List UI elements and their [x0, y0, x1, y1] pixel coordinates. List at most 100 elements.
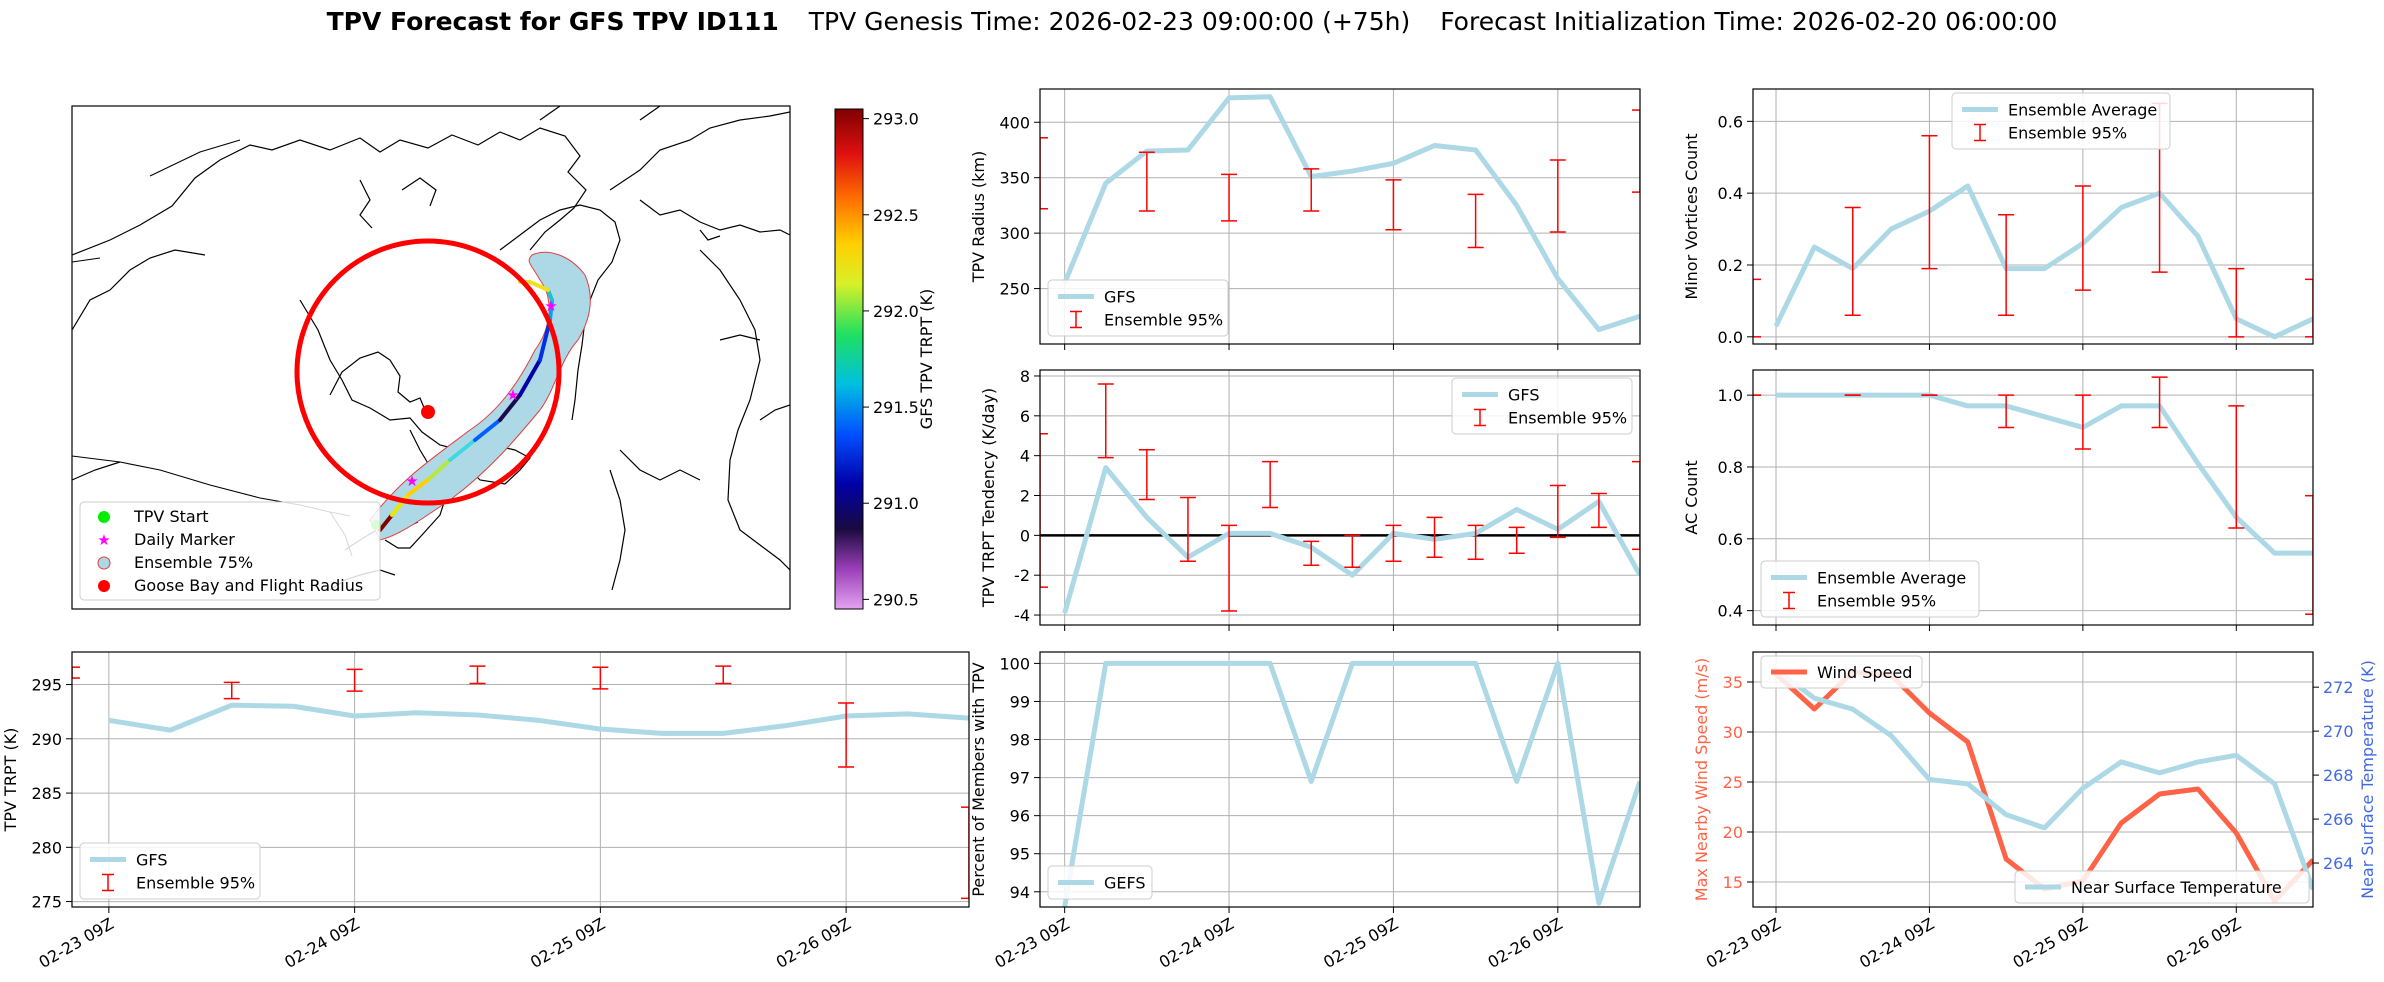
y-right-tick-label: 264 [2323, 854, 2354, 873]
legend-label: Ensemble 95% [1817, 592, 1936, 611]
error-bar [1221, 173, 1238, 222]
map-frame [71, 105, 791, 610]
y-tick-label: 99 [1010, 692, 1030, 711]
y-tick-label: -4 [1014, 606, 1030, 625]
legend-daily-marker: Daily Marker [134, 530, 235, 549]
legend-label: Ensemble 95% [136, 874, 255, 893]
legend-label: GFS [136, 851, 167, 870]
legend-label: Ensemble 95% [1104, 311, 1223, 330]
axes-frame [1752, 369, 2314, 626]
error-bar [1753, 278, 1761, 338]
y-tick-label: 98 [1010, 731, 1030, 750]
error-bar [1549, 484, 1566, 539]
error-bar [1097, 383, 1114, 459]
y-tick-label: 295 [31, 676, 62, 695]
legend: GFS Ensemble 95% [1451, 377, 1633, 435]
legend-label: Ensemble Average [2008, 101, 2157, 120]
legend-goose-bay: Goose Bay and Flight Radius [134, 576, 363, 595]
series-line [108, 702, 969, 736]
y-tick-label: 0.2 [1718, 256, 1743, 275]
y-tick-label: 350 [999, 169, 1030, 188]
x-tick-label: 02-23 09Z [36, 914, 117, 972]
error-bar [1508, 526, 1525, 555]
x-tick-label: 02-23 09Z [991, 914, 1072, 972]
error-bar [72, 666, 80, 679]
y-tick-label: 94 [1010, 883, 1030, 902]
legend-wind: Wind Speed [1760, 655, 1923, 689]
ensemble-75-area [369, 251, 591, 541]
legend-label: GEFS [1104, 874, 1146, 893]
legend-label: Ensemble 95% [2008, 124, 2127, 143]
y-axis-label: AC Count [1682, 460, 1701, 534]
error-bar [1632, 109, 1640, 193]
legend: Ensemble Average Ensemble 95% [1951, 92, 2171, 150]
error-bar [1998, 394, 2015, 429]
error-bar [1385, 524, 1402, 562]
x-tick-label: 02-26 09Z [1485, 914, 1566, 972]
y-tick-label: 290 [31, 730, 62, 749]
y-tick-label: 25 [1723, 773, 1743, 792]
y-axis-label: TPV TRPT Tendency (K/day) [979, 388, 998, 608]
y-tick-label: 95 [1010, 845, 1030, 864]
colorbar-label: GFS TPV TRPT (K) [917, 289, 936, 429]
y-right-tick-label: 268 [2323, 766, 2354, 785]
error-bar [1385, 179, 1402, 231]
error-bar [1998, 213, 2015, 317]
colorbar-ticks: 290.5 291.0 291.5 292.0 292.5 293.0 [863, 110, 919, 609]
colorbar-tick-label: 293.0 [873, 110, 919, 129]
series-line [1776, 392, 2313, 556]
y-axis-label: TPV Radius (km) [969, 151, 988, 284]
error-bar [1467, 193, 1484, 249]
title-tpv-id: TPV Forecast for GFS TPV ID111 [327, 7, 779, 36]
x-tick-label: 02-25 09Z [1320, 914, 1401, 972]
error-bar [2228, 267, 2245, 338]
y-tick-label: 0.6 [1718, 112, 1743, 131]
error-bar [1467, 524, 1484, 561]
y-tick-label: 6 [1020, 407, 1030, 426]
error-bar [2305, 278, 2313, 338]
axes-frame [1752, 651, 2314, 908]
error-bar [1040, 433, 1048, 588]
y-tick-label: 0.8 [1718, 458, 1743, 477]
y-tick-label: 280 [31, 838, 62, 857]
y-axis-label: Percent of Members with TPV [969, 662, 988, 896]
y-right-tick-label: 272 [2323, 678, 2354, 697]
error-bar [1632, 460, 1640, 551]
error-bar [1844, 206, 1861, 317]
flight-radius-circle [294, 238, 562, 506]
grid [72, 652, 969, 907]
error-bar [469, 665, 486, 685]
panel-wind_temp: 15 20 25 30 35 Max Nearby Wind Speed (m/s) 264… [1692, 651, 2377, 972]
error-bar [592, 666, 609, 690]
error-bar [961, 806, 969, 900]
error-bar [1138, 151, 1155, 212]
panel-radius: 250 300 350 400 TPV Radius (km) GFS Ensemble 9… [969, 88, 1641, 350]
error-bar [715, 665, 732, 685]
axes-frame [71, 651, 970, 908]
panel-trpt: 275 280 285 290 295 TPV TRPT (K) 02-23 09Z 02-2… [1, 651, 970, 972]
y-tick-label: 4 [1020, 447, 1030, 466]
y-right-tick-label: 266 [2323, 810, 2354, 829]
svg-text:★: ★ [405, 472, 418, 490]
error-bar [1921, 134, 1938, 270]
error-bar [1138, 448, 1155, 501]
figure-title: TPV Forecast for GFS TPV ID111 TPV Genes… [327, 7, 2058, 36]
error-bar [346, 668, 363, 692]
error-bar [1221, 524, 1238, 612]
axes-frame [1039, 88, 1641, 345]
series-line [1062, 660, 1640, 907]
daily-markers: ★ ★ ★ [405, 297, 557, 490]
coastlines [72, 106, 790, 591]
y-axis-label: TPV TRPT (K) [1, 728, 20, 833]
error-bar [1262, 460, 1279, 509]
goose-bay-marker [421, 405, 435, 419]
y-tick-label: 8 [1020, 367, 1030, 386]
svg-text:★: ★ [544, 297, 557, 315]
axes-frame [1752, 88, 2314, 345]
x-tick-label: 02-24 09Z [1856, 914, 1937, 972]
legend: GEFS [1047, 865, 1153, 900]
colorbar-tick-label: 291.0 [873, 494, 919, 513]
legend: GFS Ensemble 95% [1047, 279, 1229, 337]
y-tick-label: 97 [1010, 769, 1030, 788]
